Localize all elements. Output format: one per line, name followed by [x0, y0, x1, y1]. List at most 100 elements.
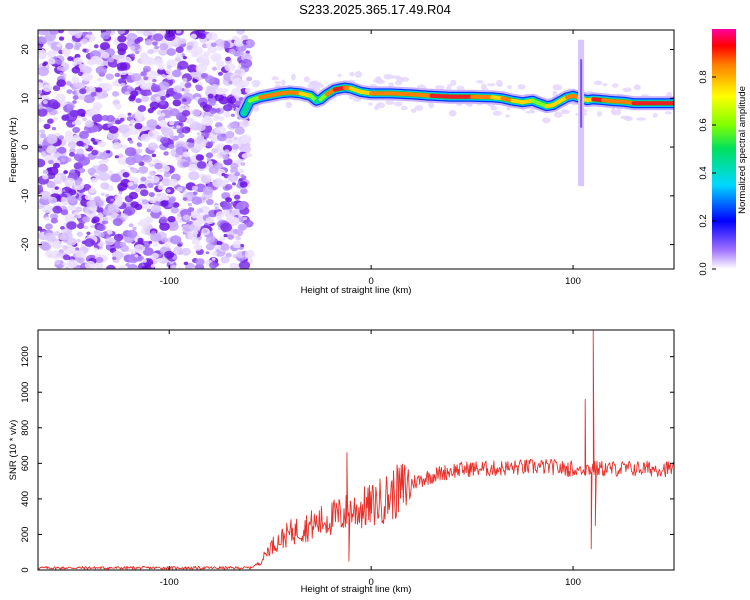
- noise-blob: [214, 114, 221, 119]
- noise-blob: [166, 64, 172, 70]
- noise-blob: [154, 145, 159, 149]
- noise-blob: [82, 216, 91, 223]
- noise-blob: [190, 33, 197, 39]
- ridge-halo-blob: [428, 101, 435, 109]
- noise-blob: [220, 222, 232, 232]
- noise-blob: [56, 79, 66, 87]
- noise-blob: [84, 238, 95, 247]
- ridge-halo-blob: [303, 76, 310, 83]
- noise-blob: [126, 229, 138, 239]
- noise-blob: [147, 107, 154, 114]
- noise-blob: [118, 78, 127, 85]
- colorbar-label: Normalized spectral amplitude: [737, 86, 748, 214]
- noise-blob: [114, 103, 122, 110]
- noise-blob: [53, 254, 58, 258]
- noise-blob: [100, 83, 105, 87]
- noise-blob: [176, 213, 181, 217]
- noise-blob: [195, 85, 203, 91]
- noise-blob: [215, 87, 225, 95]
- noise-blob: [164, 242, 171, 248]
- ridge-halo-blob: [664, 111, 672, 115]
- noise-blob: [246, 152, 253, 158]
- noise-blob: [119, 117, 125, 122]
- noise-blob: [211, 257, 216, 261]
- noise-blob: [193, 191, 198, 195]
- noise-blob: [221, 173, 226, 177]
- ridge-halo-blob: [475, 80, 484, 84]
- noise-blob: [73, 57, 83, 65]
- noise-blob: [104, 220, 109, 224]
- noise-blob: [135, 98, 142, 104]
- noise-blob: [50, 217, 58, 224]
- noise-blob: [182, 161, 190, 168]
- noise-blob: [84, 260, 96, 269]
- noise-blob: [134, 114, 143, 121]
- noise-blob: [211, 66, 218, 71]
- noise-blob: [123, 206, 136, 216]
- noise-blob: [181, 247, 191, 256]
- noise-blob: [38, 66, 49, 77]
- noise-blob: [209, 261, 218, 269]
- noise-blob: [145, 85, 152, 90]
- noise-blob: [228, 48, 236, 55]
- noise-blob: [224, 62, 236, 72]
- noise-blob: [56, 66, 63, 71]
- noise-blob: [178, 133, 185, 139]
- noise-blob: [118, 191, 123, 195]
- noise-blob: [141, 265, 149, 269]
- noise-blob: [165, 93, 171, 98]
- noise-blob: [182, 151, 190, 158]
- snr-series-line: [38, 330, 674, 570]
- noise-blob: [161, 237, 169, 243]
- noise-blob: [60, 226, 65, 230]
- ridge-halo-blob: [375, 76, 382, 81]
- noise-blob: [225, 131, 235, 139]
- noise-blob: [53, 117, 58, 121]
- noise-blob: [148, 192, 155, 198]
- noise-blob: [205, 216, 215, 225]
- noise-blob: [45, 223, 53, 230]
- noise-blob: [38, 185, 43, 191]
- noise-blob: [206, 198, 214, 206]
- noise-blob: [174, 56, 181, 62]
- noise-blob: [217, 244, 222, 249]
- noise-blob: [114, 72, 121, 78]
- ridge-halo-blob: [505, 114, 510, 118]
- ridge-halo-blob: [450, 79, 457, 86]
- noise-blob: [222, 154, 230, 160]
- noise-blob: [97, 164, 109, 173]
- ridge-halo-blob: [291, 73, 296, 81]
- noise-blob: [76, 148, 85, 155]
- noise-blob: [160, 95, 167, 101]
- noise-blob: [211, 108, 216, 112]
- ridge-halo-blob: [448, 109, 457, 117]
- noise-blob: [127, 181, 134, 187]
- noise-blob: [196, 161, 207, 169]
- noise-blob: [93, 141, 98, 145]
- noise-blob: [193, 230, 199, 235]
- noise-blob: [84, 145, 89, 149]
- noise-blob: [140, 189, 149, 197]
- noise-blob: [137, 237, 144, 243]
- noise-blob: [65, 266, 70, 269]
- noise-blob: [158, 120, 168, 128]
- noise-blob: [60, 209, 69, 216]
- noise-blob: [38, 108, 48, 117]
- y-tick-label: -10: [20, 189, 31, 203]
- noise-blob: [168, 120, 175, 126]
- noise-blob: [172, 202, 180, 208]
- noise-blob: [122, 132, 130, 138]
- noise-blob: [81, 72, 94, 82]
- noise-blob: [245, 50, 250, 55]
- noise-blob: [134, 123, 143, 130]
- noise-blob: [146, 208, 152, 213]
- noise-blob: [82, 117, 87, 122]
- y-tick-label: -20: [20, 238, 31, 252]
- ridge-halo-blob: [368, 102, 373, 106]
- noise-blob: [147, 49, 154, 55]
- noise-blob: [88, 187, 96, 194]
- noise-blob: [76, 239, 81, 243]
- noise-blob: [232, 240, 242, 249]
- noise-blob: [212, 56, 220, 62]
- ridge-halo-blob: [337, 73, 342, 78]
